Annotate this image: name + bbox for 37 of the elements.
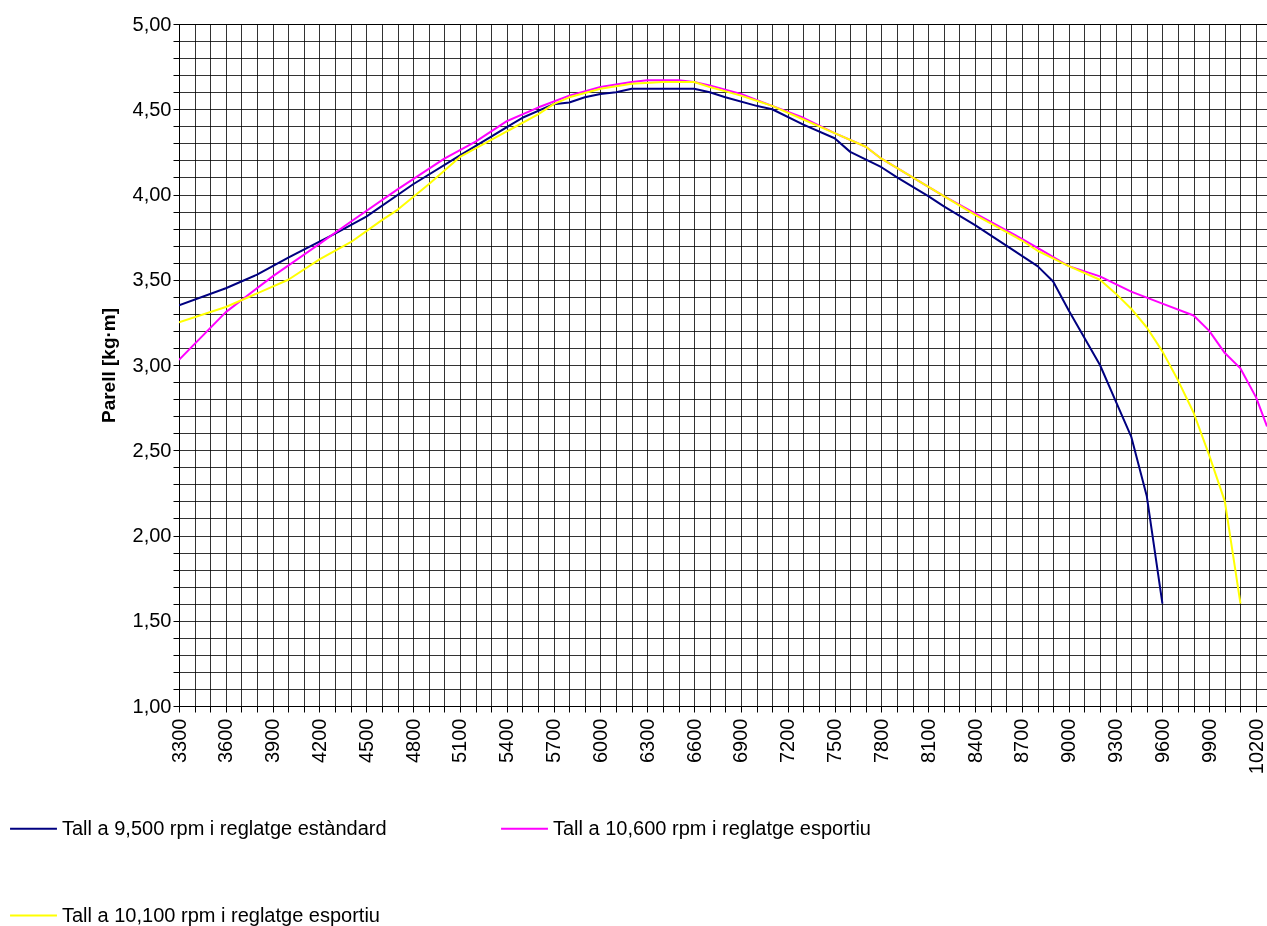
x-tick-label: 6600 xyxy=(682,718,705,763)
y-tick-label: 3,00 xyxy=(132,353,172,376)
y-tick-label: 4,50 xyxy=(132,97,172,120)
x-tick-label: 8400 xyxy=(963,718,986,763)
legend-label: Tall a 9,500 rpm i reglatge estàndard xyxy=(62,816,387,839)
x-tick-label: 9300 xyxy=(1104,718,1127,763)
x-tick-label: 3900 xyxy=(261,718,284,763)
x-tick-label: 4800 xyxy=(401,718,424,763)
x-tick-label: 7800 xyxy=(869,718,892,763)
y-tick-label: 1,00 xyxy=(132,694,172,717)
y-tick-label: 1,50 xyxy=(132,609,172,632)
x-tick-label: 9000 xyxy=(1057,718,1080,763)
y-tick-label: 3,50 xyxy=(132,268,172,291)
x-tick-label: 3600 xyxy=(214,718,237,763)
x-tick-label: 8100 xyxy=(916,718,939,763)
x-tick-label: 6900 xyxy=(729,718,752,763)
x-tick-label: 6300 xyxy=(635,718,658,763)
x-tick-label: 4500 xyxy=(354,718,377,763)
x-tick-label: 4200 xyxy=(307,718,330,763)
y-axis-title: Parell [kg·m] xyxy=(97,307,119,424)
x-tick-label: 10200 xyxy=(1244,718,1267,775)
x-tick-label: 9600 xyxy=(1150,718,1173,763)
x-tick-label: 3300 xyxy=(167,718,190,763)
legend-label: Tall a 10,600 rpm i reglatge esportiu xyxy=(553,816,871,839)
x-tick-label: 7200 xyxy=(776,718,799,763)
y-tick-label: 2,00 xyxy=(132,524,172,546)
x-tick-label: 6000 xyxy=(588,718,611,763)
y-tick-label: 4,00 xyxy=(132,183,172,205)
y-tick-label: 2,50 xyxy=(132,438,172,461)
legend-label: Tall a 10,100 rpm i reglatge esportiu xyxy=(62,903,380,926)
x-tick-label: 5100 xyxy=(448,718,471,763)
x-tick-label: 5400 xyxy=(495,718,518,763)
x-tick-label: 5700 xyxy=(542,718,565,763)
y-tick-label: 5,00 xyxy=(132,12,172,35)
x-tick-label: 8700 xyxy=(1010,718,1033,763)
x-tick-label: 9900 xyxy=(1197,718,1220,763)
x-tick-label: 7500 xyxy=(823,718,846,763)
